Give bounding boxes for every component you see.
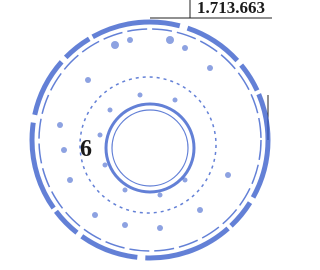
paper: [0, 0, 272, 270]
scan: 1.713.663 6: [0, 0, 272, 270]
row-number: 6: [80, 136, 92, 162]
amount: 1.713.663: [197, 0, 265, 17]
